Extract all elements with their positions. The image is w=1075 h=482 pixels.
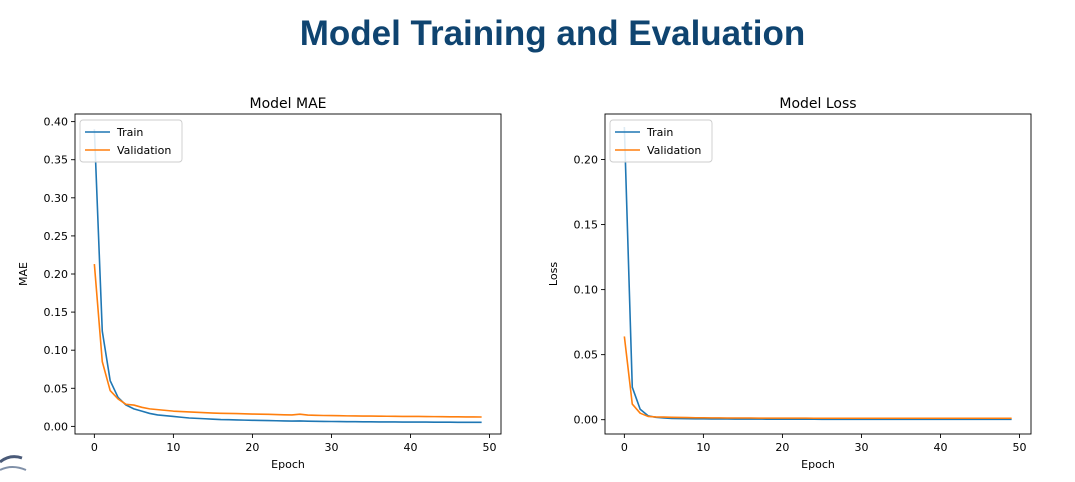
chart-title: Model Loss: [779, 96, 856, 112]
legend-label: Train: [646, 126, 673, 139]
y-tick-label: 0.15: [44, 306, 69, 319]
x-tick-label: 20: [775, 441, 789, 454]
x-tick-label: 50: [483, 441, 497, 454]
series-line-validation: [623, 336, 1012, 420]
y-tick-label: 0.40: [44, 116, 69, 129]
y-tick-label: 0.35: [44, 154, 69, 167]
x-tick-label: 30: [324, 441, 338, 454]
chart-title: Model MAE: [250, 96, 327, 112]
y-tick-label: 0.30: [44, 192, 69, 205]
chart-mae: Model MAE 0 10 20 30 40 50 0.00 0.05 0.10 0.15 0.20…: [17, 96, 502, 471]
x-axis-label: Epoch: [801, 458, 835, 471]
legend-box: [609, 119, 713, 163]
series-line-train: [93, 129, 482, 424]
legend-label: Validation: [647, 144, 701, 157]
y-tick-label: 0.10: [574, 284, 599, 297]
x-tick-label: 30: [854, 441, 868, 454]
chart-loss: Model Loss 0 10 20 30 40 50 0.00 0.05 0.10 0.15 0.2…: [547, 96, 1032, 471]
x-tick-label: 0: [621, 441, 628, 454]
y-tick-label: 0.05: [574, 349, 599, 362]
y-tick-label: 0.20: [44, 268, 69, 281]
series-line-train: [623, 126, 1012, 421]
x-tick-label: 0: [91, 441, 98, 454]
series-line-validation: [93, 264, 482, 418]
x-tick-label: 20: [245, 441, 259, 454]
y-tick-label: 0.20: [574, 154, 599, 167]
legend-label: Train: [116, 126, 143, 139]
y-axis-label: MAE: [17, 262, 30, 286]
x-axis-label: Epoch: [271, 458, 305, 471]
y-tick-label: 0.05: [44, 382, 69, 395]
x-tick-label: 50: [1013, 441, 1027, 454]
legend-box: [79, 119, 183, 163]
y-tick-label: 0.00: [574, 414, 599, 427]
y-tick-label: 0.25: [44, 230, 69, 243]
x-tick-label: 40: [934, 441, 948, 454]
y-tick-label: 0.00: [44, 420, 69, 433]
decorative-ring-icon: [0, 455, 27, 471]
y-tick-label: 0.10: [44, 344, 69, 357]
x-tick-label: 10: [696, 441, 710, 454]
page-title: Model Training and Evaluation: [299, 14, 806, 53]
legend-label: Validation: [117, 144, 171, 157]
y-tick-label: 0.15: [574, 219, 599, 232]
x-tick-label: 10: [166, 441, 180, 454]
plot-frame: [604, 113, 1032, 435]
y-axis-label: Loss: [547, 262, 560, 286]
x-tick-label: 40: [404, 441, 418, 454]
